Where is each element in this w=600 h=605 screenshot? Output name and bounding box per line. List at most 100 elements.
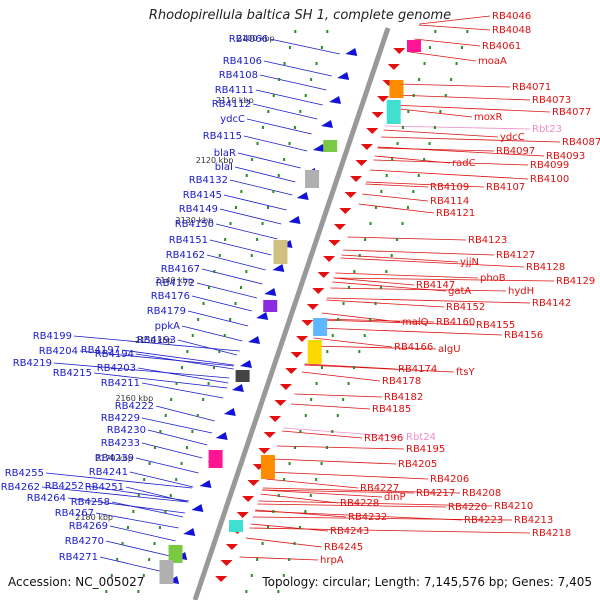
gene-category-block — [260, 455, 275, 479]
track-dot — [240, 190, 243, 193]
gene-label-left: blaI — [215, 162, 233, 173]
label-connector — [418, 24, 491, 31]
label-connector — [243, 135, 308, 152]
gene-label-left: RB4176 — [151, 291, 190, 302]
track-dot — [175, 382, 178, 385]
reverse-gene — [344, 192, 357, 198]
gene-category-block — [228, 520, 243, 532]
track-dot — [185, 446, 188, 449]
reverse-gene — [360, 144, 373, 150]
gene-label-left: RB4115 — [203, 131, 242, 142]
track-dot — [315, 62, 318, 65]
label-connector — [383, 129, 499, 138]
label-connector — [41, 486, 189, 503]
track-dot — [218, 350, 221, 353]
gene-category-block — [389, 80, 404, 98]
gene-label-right: RB4156 — [504, 330, 543, 341]
label-connector — [335, 272, 479, 279]
reverse-gene — [296, 336, 309, 342]
reverse-gene — [355, 160, 368, 166]
gene-label-left: RB4150 — [175, 219, 214, 230]
forward-gene — [296, 192, 309, 200]
track-dot — [336, 414, 339, 417]
track-dot — [450, 78, 453, 81]
track-dot — [170, 398, 173, 401]
gene-label-right: RB4228 — [340, 498, 379, 509]
track-dot — [164, 510, 167, 513]
gene-label-left: RB4193 — [137, 335, 176, 346]
track-dot — [326, 350, 329, 353]
gene-label-right: RB4128 — [526, 262, 565, 273]
forward-gene — [239, 360, 252, 368]
gene-label-left: ydcC — [220, 114, 245, 125]
reverse-gene — [333, 224, 346, 230]
reverse-gene — [377, 96, 390, 102]
reverse-gene — [263, 432, 276, 438]
track-dot — [374, 206, 377, 209]
rna-label-right: Rbt24 — [406, 432, 436, 443]
reverse-gene — [285, 368, 298, 374]
label-connector — [253, 516, 513, 521]
track-dot — [261, 222, 264, 225]
label-connector — [381, 136, 561, 143]
label-connector — [129, 471, 194, 488]
label-connector — [252, 103, 318, 120]
forward-gene — [199, 480, 212, 488]
gene-label-left: RB4066 — [229, 34, 268, 45]
backbone-line — [192, 27, 391, 601]
gene-label-right: RB4185 — [372, 404, 411, 415]
label-connector — [196, 282, 257, 299]
track-dot — [310, 78, 313, 81]
label-connector — [223, 194, 287, 211]
reverse-gene — [236, 512, 249, 518]
gene-label-right: RB4166 — [394, 342, 433, 353]
gene-label-left: RB4271 — [59, 552, 98, 563]
gene-category-block — [208, 450, 223, 468]
forward-gene — [329, 96, 342, 104]
gene-label-right: RB4210 — [494, 501, 533, 512]
label-connector — [263, 60, 332, 77]
label-connector — [237, 152, 301, 169]
gene-label-left: RB4222 — [115, 401, 154, 412]
gene-label-left: RB4179 — [147, 306, 186, 317]
gene-label-right: RB4152 — [446, 302, 485, 313]
reverse-gene — [247, 480, 260, 486]
gene-label-left: RB4172 — [156, 278, 195, 289]
track-dot — [288, 462, 291, 465]
gene-label-right: gatA — [448, 286, 471, 297]
track-dot — [369, 222, 372, 225]
track-dot — [251, 158, 254, 161]
track-dot — [121, 542, 124, 545]
label-connector — [255, 89, 323, 106]
gene-labels: RB4066 RB4106 RB4108 RB4111 RB4112 ydcC RB4115… — [1, 11, 600, 566]
gene-label-right: RB4196 — [364, 433, 403, 444]
label-connector — [390, 107, 473, 118]
forward-gene — [264, 288, 277, 296]
gene-label-left: RB4255 — [5, 468, 44, 479]
track-dot — [142, 574, 145, 577]
label-connector — [191, 295, 252, 312]
label-connector — [419, 15, 491, 25]
track-dot — [444, 94, 447, 97]
track-dot — [126, 526, 129, 529]
gene-label-left: RB4132 — [189, 175, 228, 186]
track-dot — [358, 254, 361, 257]
gene-label-left: RB4167 — [161, 264, 200, 275]
track-dot — [428, 142, 431, 145]
label-connector — [365, 183, 429, 188]
label-connector — [246, 118, 312, 135]
gene-label-right: RB4099 — [530, 160, 569, 171]
track-dot — [401, 126, 404, 129]
gene-label-left: RB4145 — [183, 190, 222, 201]
gene-label-left: RB4270 — [65, 536, 104, 547]
gene-features — [159, 40, 421, 584]
track-dot — [417, 174, 420, 177]
gene-label-right: RB4206 — [430, 474, 469, 485]
label-connector — [245, 537, 323, 548]
track-dot — [202, 302, 205, 305]
gene-label-right: RB4142 — [532, 298, 571, 309]
track-dot — [272, 190, 275, 193]
track-dot — [315, 478, 318, 481]
track-dot — [310, 398, 313, 401]
gene-label-left: RB4252 — [45, 481, 84, 492]
